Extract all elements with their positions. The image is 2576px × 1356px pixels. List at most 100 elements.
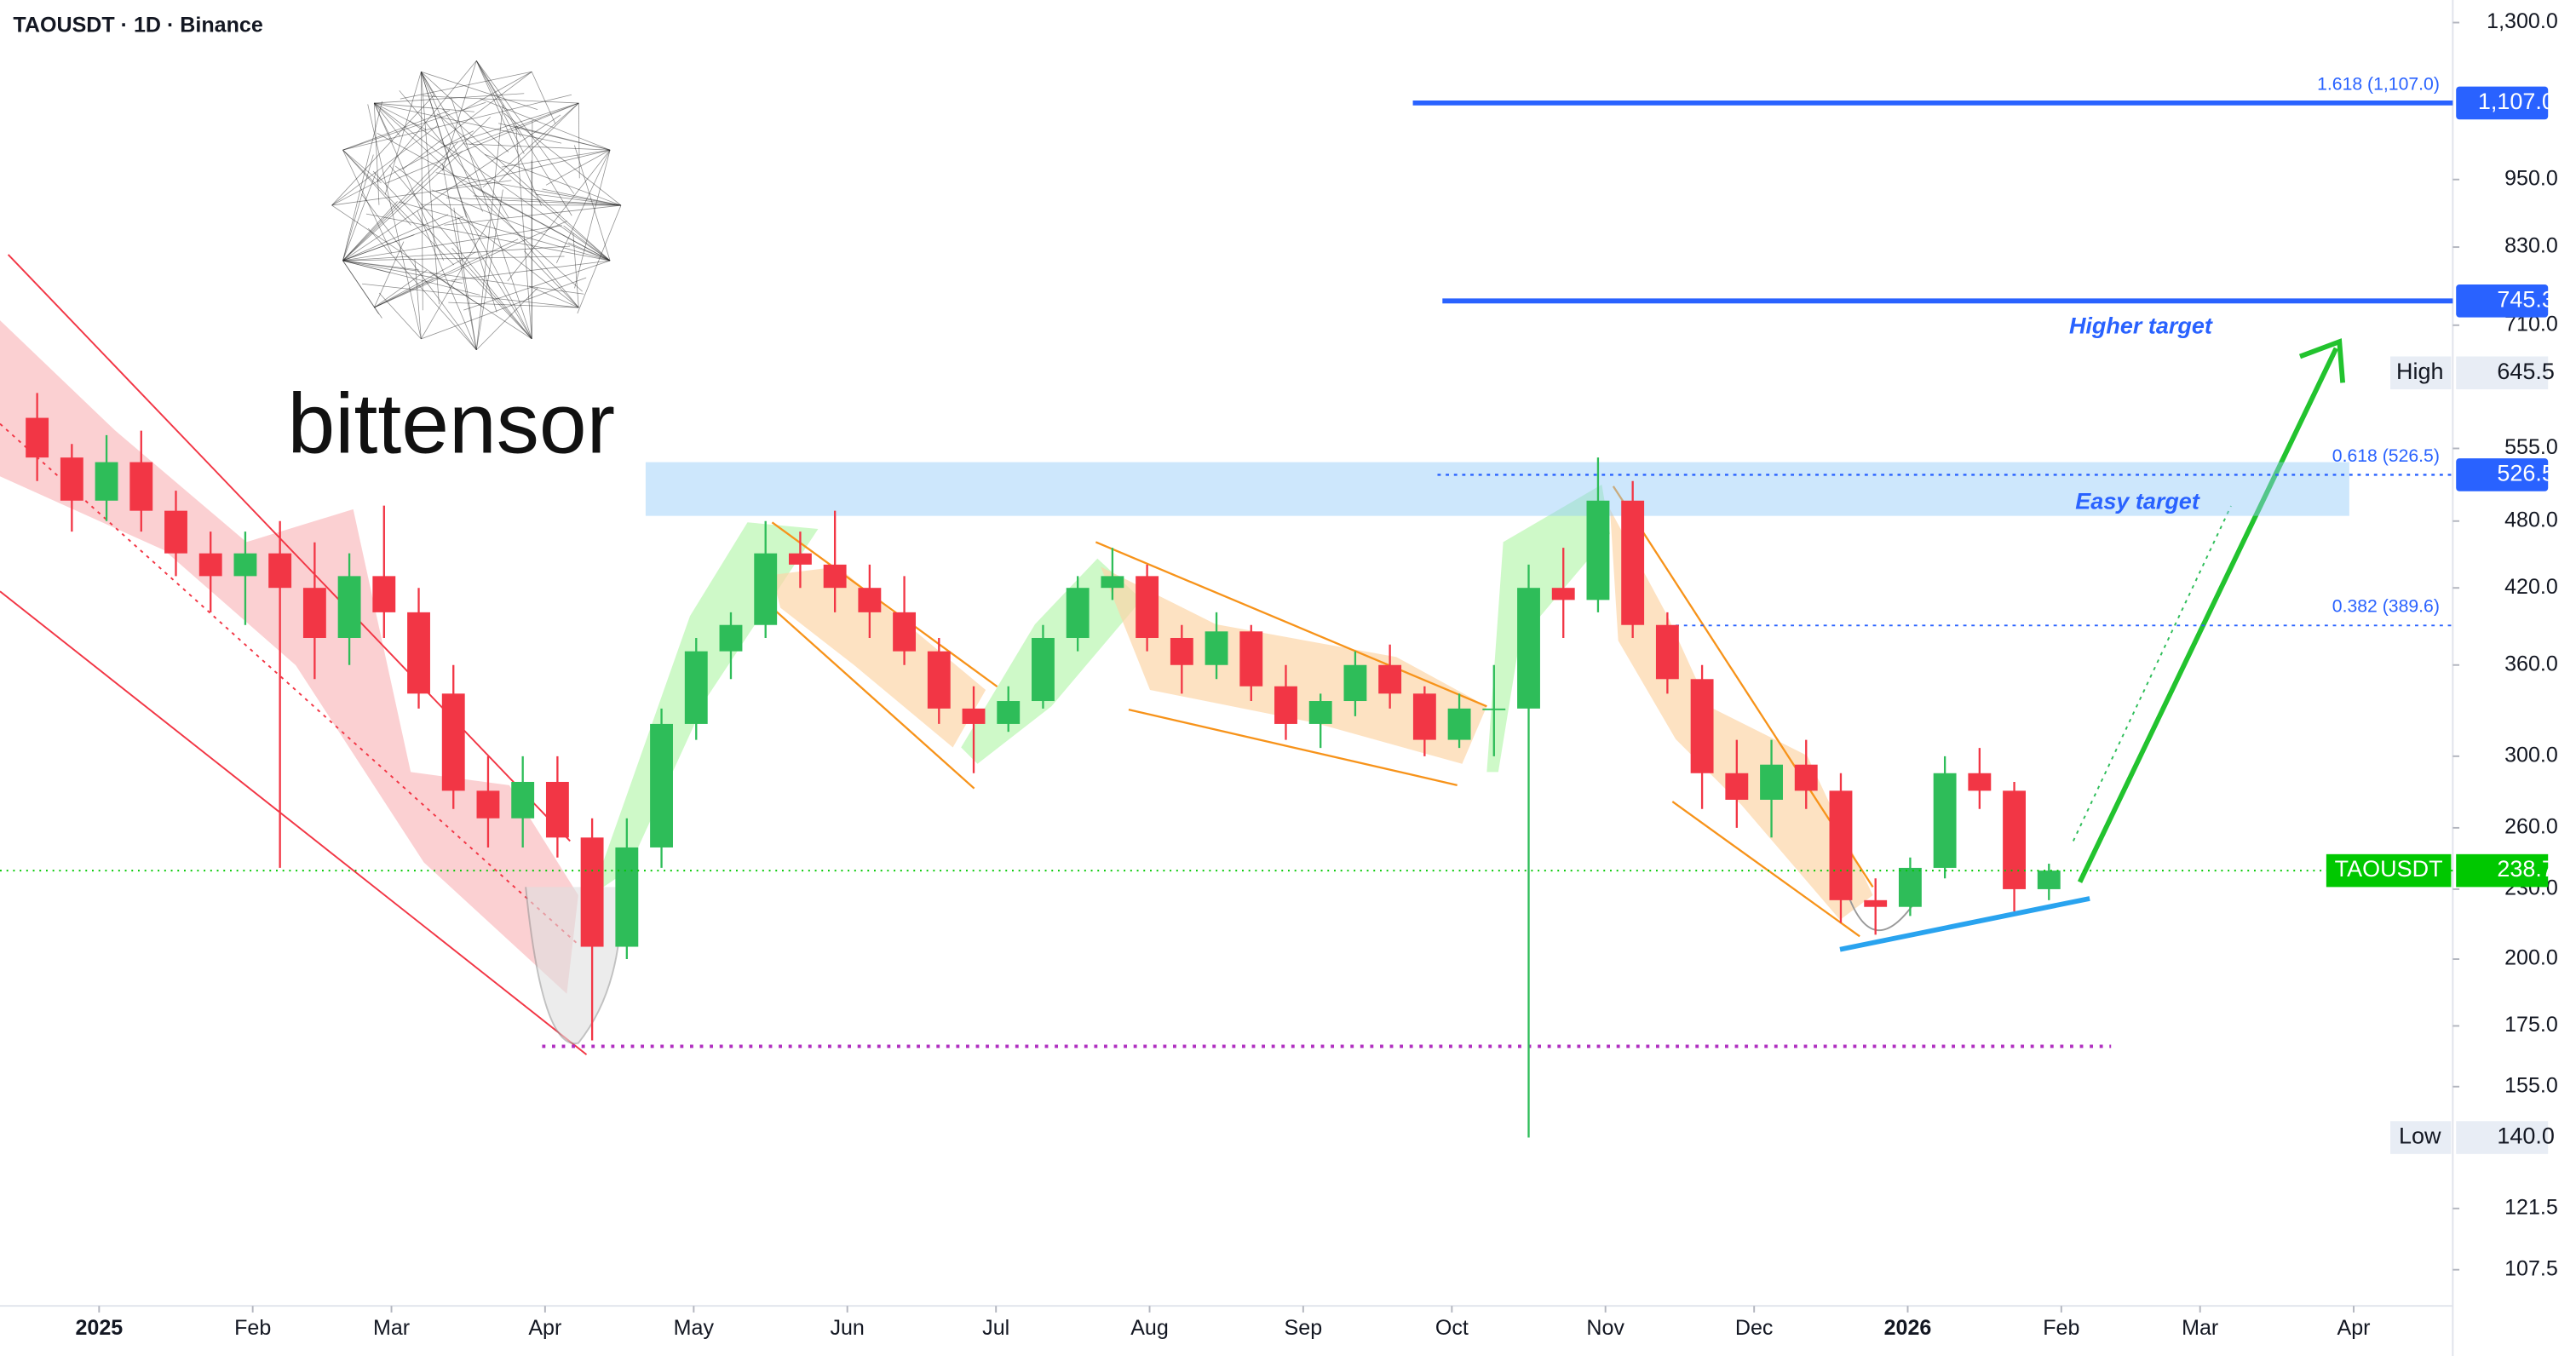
candle-body (1760, 764, 1783, 800)
candle-body (1690, 679, 1714, 773)
logo-stroke (376, 60, 477, 182)
logo-stroke (475, 105, 503, 350)
candle-body (1933, 773, 1957, 868)
candle-body (893, 612, 917, 652)
channel-midline (0, 422, 579, 945)
logo-stroke (475, 60, 572, 216)
logo-stroke (342, 216, 464, 261)
uptrend-band (591, 522, 819, 896)
level-label: 0.382 (389.6) (2332, 597, 2440, 617)
y-tick-label: 121.5 (2504, 1195, 2558, 1219)
logo-stroke (342, 260, 480, 296)
x-tick-label: 2025 (75, 1316, 123, 1340)
candle-body (1447, 708, 1471, 740)
logo-stroke (463, 71, 532, 111)
channel-line (7, 254, 571, 842)
y-tick-label: 1,300.0 (2487, 9, 2558, 33)
logo-stroke (342, 149, 411, 226)
candle-body (1829, 790, 1853, 900)
candle-body (407, 612, 430, 694)
candle-body (476, 790, 500, 819)
logo-stroke (457, 216, 532, 340)
support-line (1839, 896, 2090, 952)
x-tick-label: Apr (528, 1316, 561, 1340)
candle-body (1586, 500, 1610, 600)
candle-body (719, 624, 743, 652)
logo-stroke (372, 170, 532, 340)
candle-body (1655, 624, 1679, 680)
y-tick-label: 107.5 (2504, 1256, 2558, 1280)
axis-price-box (2456, 458, 2549, 491)
logo-stroke (331, 95, 434, 206)
candle-body (1239, 631, 1263, 687)
candle-body (1864, 899, 1888, 907)
logo-stroke (574, 145, 611, 261)
candle-body (1898, 867, 1922, 907)
candle-body (1066, 588, 1090, 638)
logo-stroke (421, 72, 436, 98)
logo-stroke (473, 195, 622, 206)
x-tick-label: Jul (982, 1316, 1009, 1340)
candle-body (1378, 664, 1402, 694)
logo-stroke (373, 241, 405, 308)
level-label: 0.618 (526.5) (2332, 446, 2440, 466)
logo-stroke (331, 180, 512, 206)
candle-body (441, 693, 465, 791)
y-tick-label: 260.0 (2504, 815, 2558, 839)
logo-stroke (451, 97, 532, 339)
logo-stroke (507, 149, 611, 282)
marker-value-box (2456, 1121, 2549, 1154)
logo-stroke (475, 60, 521, 137)
candle-body (164, 510, 187, 554)
logo-stroke (373, 103, 380, 205)
marker-name: High (2396, 359, 2444, 384)
logo-stroke (469, 102, 579, 146)
logo-stroke (421, 72, 509, 218)
y-tick-label: 360.0 (2504, 652, 2558, 675)
logo-stroke (342, 101, 383, 261)
axis-price-label: 1,107.0 (2478, 89, 2555, 114)
logo-stroke (498, 123, 611, 151)
logo-stroke (342, 245, 571, 261)
wedge-line (771, 521, 998, 688)
logo-stroke (463, 206, 532, 340)
y-tick-label: 300.0 (2504, 743, 2558, 767)
wedge-line (771, 606, 975, 790)
logo-stroke (374, 269, 428, 308)
correction-band (1610, 508, 1873, 920)
annotation: Easy target (2075, 488, 2200, 514)
logo-stroke (342, 171, 377, 261)
logo-stroke (420, 72, 484, 212)
candle-body (268, 553, 292, 589)
logo-stroke (342, 256, 565, 261)
last-price-box (2456, 853, 2549, 888)
logo-stroke (373, 102, 445, 261)
x-tick-label: Mar (2182, 1316, 2218, 1340)
logo-stroke (431, 189, 611, 261)
logo-stroke (545, 149, 611, 186)
logo-stroke (378, 292, 422, 340)
candle-body (997, 701, 1021, 724)
arrow-head (2298, 338, 2346, 383)
logo-stroke (399, 90, 579, 308)
candle-body (1482, 708, 1506, 710)
y-tick-label: 420.0 (2504, 575, 2558, 599)
logo-stroke (342, 114, 561, 261)
logo-stroke (373, 102, 401, 137)
logo-stroke (572, 233, 579, 308)
y-tick-label: 555.0 (2504, 435, 2558, 459)
logo-stroke (342, 260, 463, 284)
x-tick-label: Jun (830, 1316, 864, 1340)
logo-stroke (342, 214, 449, 261)
logo-stroke (362, 283, 579, 308)
wedge-line (1095, 541, 1487, 708)
last-price-name: TAOUSDT (2335, 856, 2443, 882)
x-tick-label: 2026 (1884, 1316, 1932, 1340)
candle-body (1725, 773, 1749, 800)
logo-stroke (420, 204, 622, 206)
correction-band (1101, 566, 1487, 764)
candle-body (2003, 790, 2027, 889)
candle-body (1170, 637, 1193, 665)
logo-stroke (480, 98, 611, 151)
